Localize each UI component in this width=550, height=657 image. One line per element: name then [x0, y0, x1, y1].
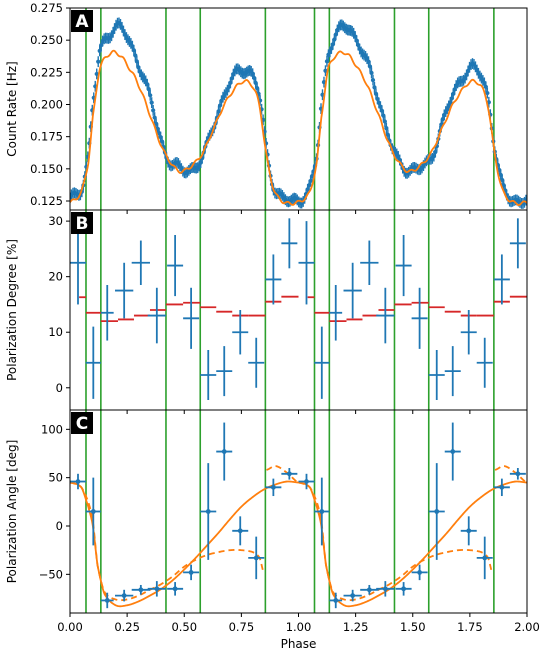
- panel-b-ylabel: Polarization Degree [%]: [5, 239, 19, 381]
- x-axis-label: Phase: [281, 637, 317, 651]
- panel-c-axes: −50 0 50 100: [39, 409, 528, 617]
- x-axis: 0.00 0.25 0.50 0.75 1.00 1.25 1.50 1.75 2.00: [57, 620, 540, 634]
- y-tick-label: −50: [39, 567, 63, 581]
- y-tick-label: 0.275: [30, 1, 63, 15]
- angle-point: [90, 509, 96, 514]
- panel-b-letter-badge: [71, 212, 93, 234]
- x-tick-label: 0.50: [171, 620, 197, 634]
- angle-point: [138, 587, 144, 593]
- y-tick-label: 0.250: [30, 33, 63, 47]
- angle-point: [417, 570, 423, 575]
- x-tick-label: 0.25: [114, 620, 140, 634]
- y-tick-label: 20: [48, 270, 63, 284]
- count-rate-point: [370, 77, 376, 83]
- panel-frame: [69, 409, 528, 614]
- panel-c-letter: C: [76, 414, 88, 434]
- angle-point: [286, 471, 292, 477]
- count-rate-point: [369, 70, 374, 75]
- count-rate-point: [384, 126, 389, 131]
- angle-point: [188, 570, 194, 575]
- y-tick-label: 50: [48, 471, 63, 485]
- angle-point: [304, 479, 309, 484]
- y-tick-label: 0.200: [30, 97, 63, 111]
- angle-point: [253, 555, 259, 561]
- panel-a-model-curve: [70, 49, 527, 207]
- angle-point: [366, 587, 372, 593]
- x-tick-label: 1.75: [457, 620, 483, 634]
- panel-b-boundaries: [85, 210, 495, 410]
- angle-model-dashed: [266, 465, 299, 484]
- angle-model-solid: [70, 480, 527, 608]
- panel-a-ylabel: Count Rate [Hz]: [5, 61, 19, 156]
- angle-point: [499, 484, 505, 490]
- y-tick-label: 30: [48, 214, 63, 228]
- angle-point: [466, 528, 472, 534]
- angle-point: [401, 586, 407, 592]
- x-tick-label: 1.00: [286, 620, 312, 634]
- angle-point: [205, 509, 211, 514]
- angle-point: [450, 449, 456, 454]
- count-rate-model-line: [70, 49, 527, 207]
- angle-model-dashed: [298, 481, 494, 602]
- angle-point: [350, 593, 356, 598]
- panel-c: −50 0 50 100 Polarization Angle [deg] C: [5, 409, 528, 617]
- y-tick-label: 100: [41, 422, 63, 436]
- angle-point: [121, 593, 127, 598]
- angle-point: [382, 586, 388, 592]
- panel-c-letter-badge: [71, 412, 93, 434]
- y-tick-label: 0.125: [30, 194, 63, 208]
- panel-a-count-rate-points: [70, 17, 527, 209]
- angle-point: [434, 509, 440, 514]
- x-tick-label: 1.25: [343, 620, 369, 634]
- count-rate-point: [382, 119, 387, 124]
- x-tick-label: 2.00: [514, 620, 540, 634]
- panel-c-ylabel: Polarization Angle [deg]: [5, 440, 19, 584]
- count-rate-point: [323, 68, 328, 73]
- panel-a-letter-badge: [71, 10, 93, 32]
- panel-b-degree-points: [70, 218, 526, 400]
- panel-frame: [69, 209, 528, 411]
- angle-point: [482, 555, 488, 561]
- panel-frame: [69, 7, 528, 211]
- angle-point: [104, 598, 110, 603]
- panel-c-model-curves: [70, 465, 527, 608]
- y-tick-label: 0.150: [30, 162, 63, 176]
- angle-point: [270, 484, 276, 490]
- count-rate-point: [151, 108, 156, 113]
- angle-point: [172, 586, 178, 592]
- y-tick-label: 0: [56, 381, 63, 395]
- y-tick-label: 10: [48, 325, 63, 339]
- angle-point: [319, 509, 325, 514]
- count-rate-point: [149, 100, 154, 105]
- panel-b-letter: B: [76, 214, 89, 234]
- y-tick-label: 0: [56, 519, 63, 533]
- angle-model-dashed: [494, 465, 527, 484]
- y-tick-label: 0.225: [30, 65, 63, 79]
- angle-point: [515, 471, 521, 477]
- count-rate-point: [148, 93, 153, 98]
- angle-point: [75, 479, 81, 484]
- panel-c-angle-points: [70, 422, 526, 609]
- panel-a: 0.125 0.150 0.175 0.200 0.225 0.250 0.275 Coun…: [5, 1, 528, 214]
- angle-point: [333, 598, 339, 603]
- panel-a-letter: A: [75, 12, 89, 32]
- x-tick-label: 1.50: [400, 620, 426, 634]
- x-tick-label: 0.00: [57, 620, 83, 634]
- count-rate-point: [94, 71, 99, 77]
- panel-b: 0 10 20 30 Polarization Degree [%] B: [5, 209, 528, 414]
- angle-model-dashed: [70, 481, 265, 602]
- angle-point: [154, 586, 160, 592]
- count-rate-point: [324, 59, 330, 64]
- angle-point: [221, 449, 227, 454]
- angle-point: [237, 528, 243, 534]
- count-rate-point: [485, 90, 490, 96]
- x-tick-label: 0.75: [229, 620, 255, 634]
- count-rate-point: [96, 59, 101, 64]
- panel-a-axes: 0.125 0.150 0.175 0.200 0.225 0.250 0.275: [30, 1, 528, 214]
- panel-b-model-steps: [79, 295, 527, 323]
- y-tick-label: 0.175: [30, 130, 63, 144]
